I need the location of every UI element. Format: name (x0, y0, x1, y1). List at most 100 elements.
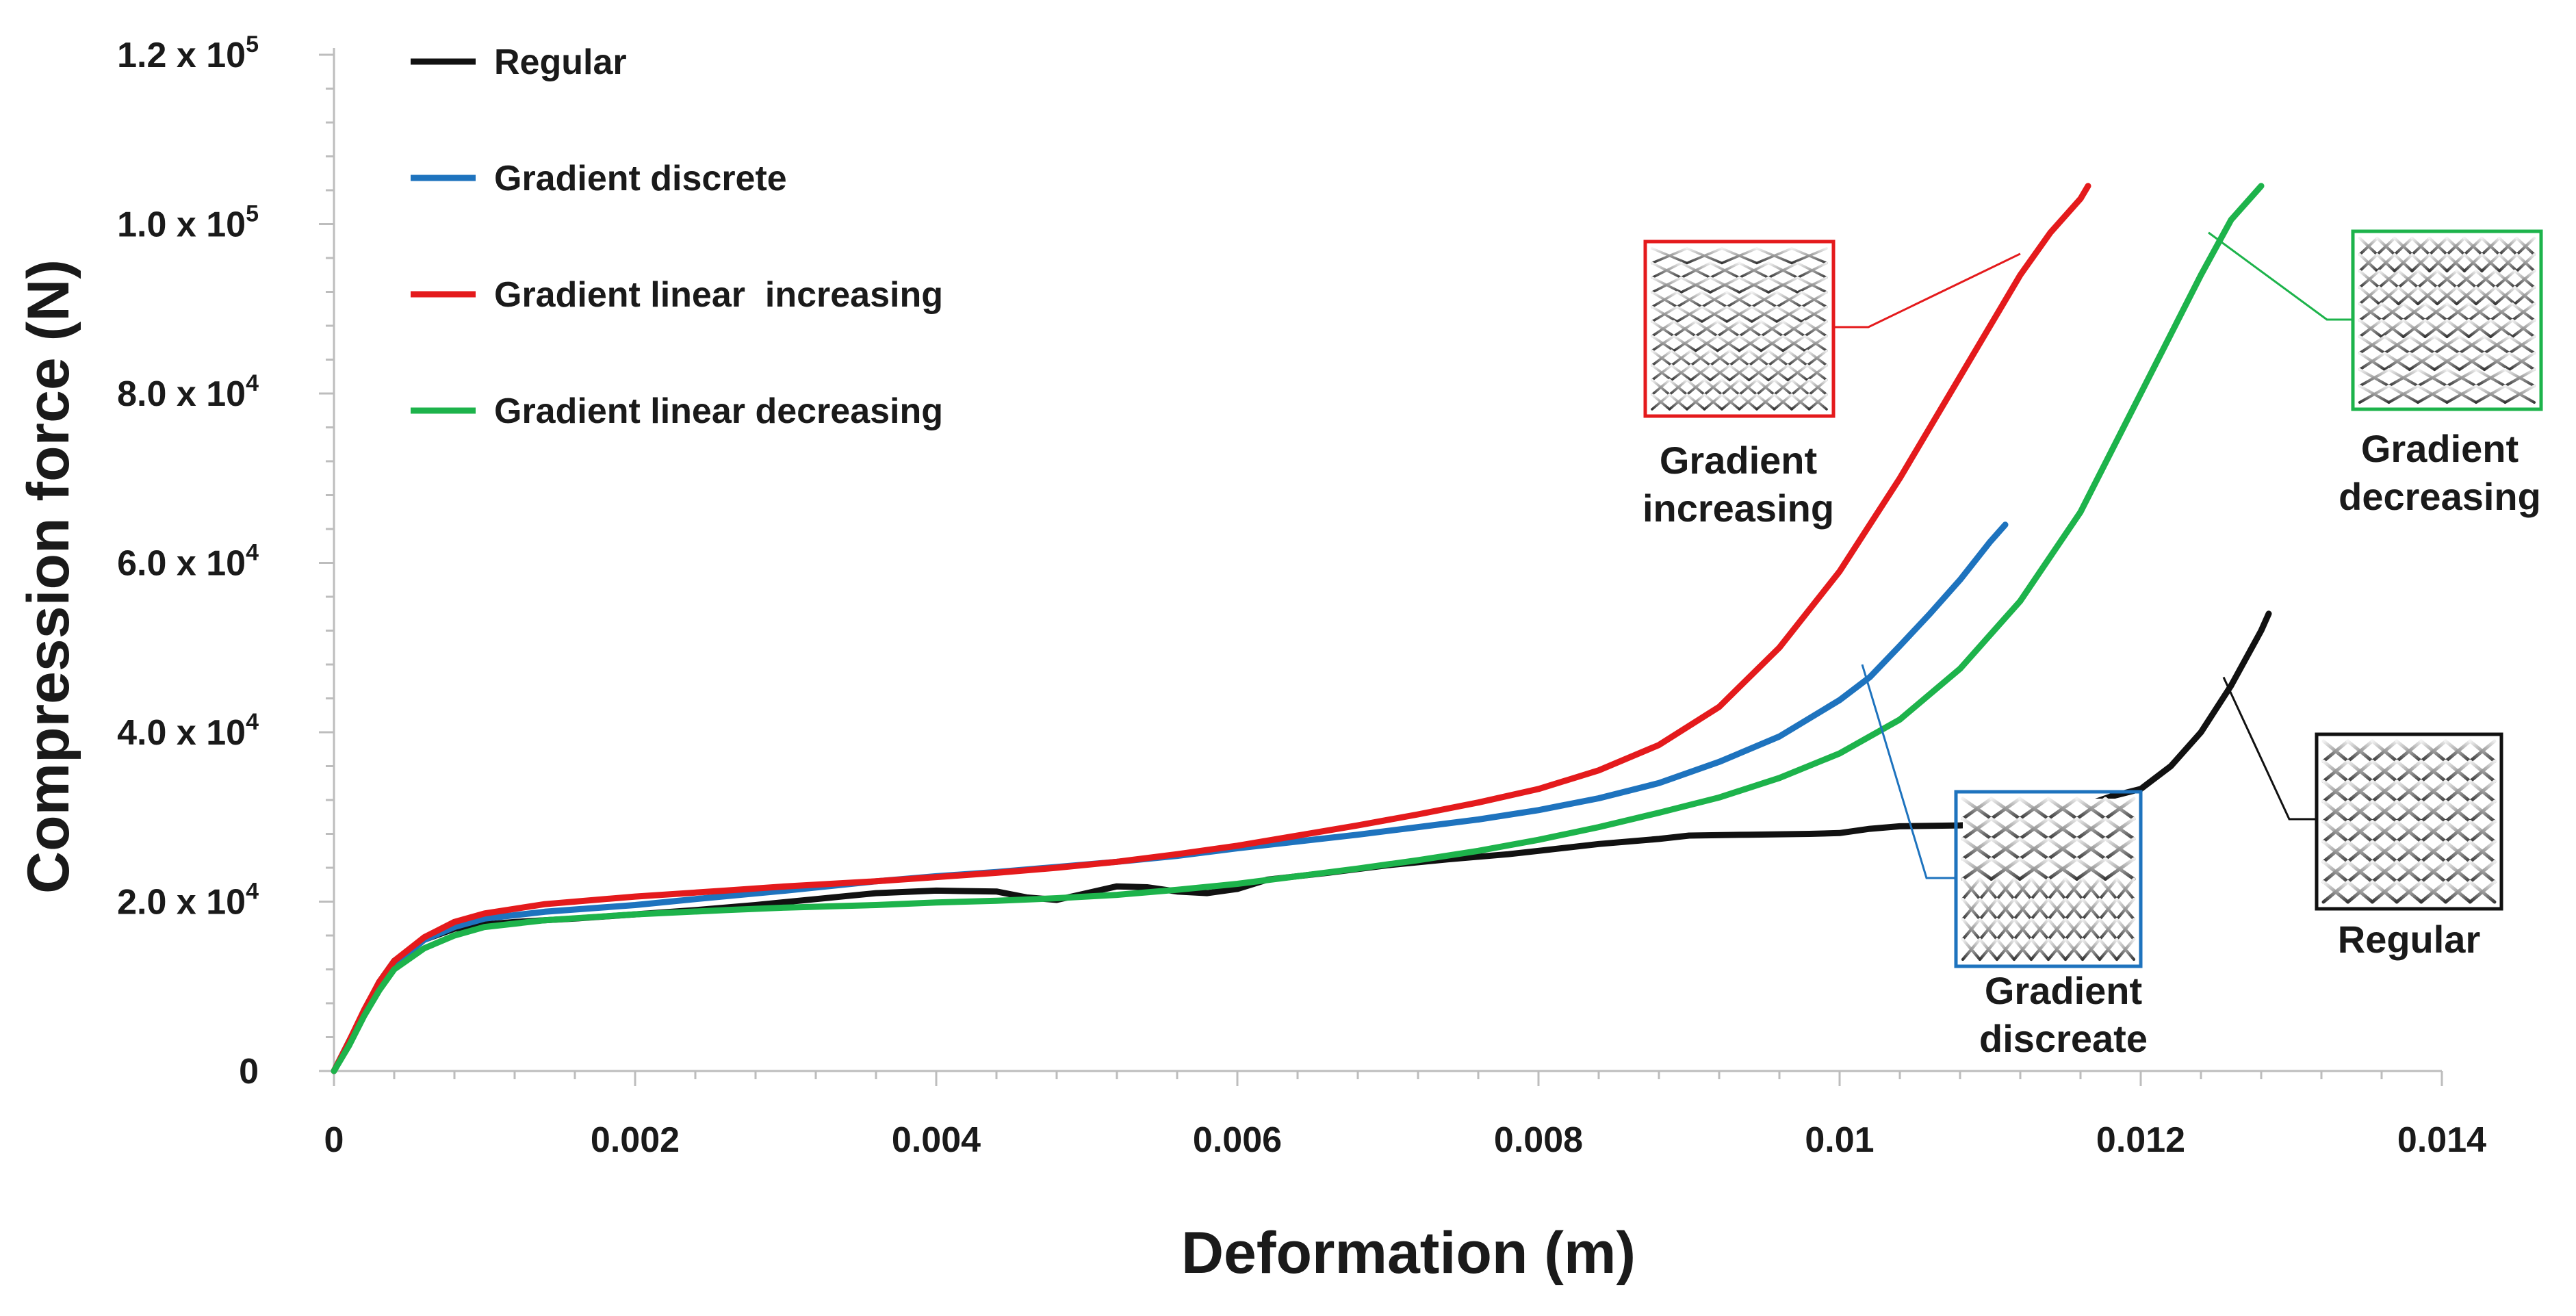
lattice-strut (2346, 840, 2374, 864)
lattice-strut (2098, 897, 2119, 921)
lattice-strut (2445, 302, 2471, 322)
x-tick-label: 0.012 (2096, 1120, 2185, 1160)
lattice-strut (1803, 335, 1828, 352)
lattice-strut (2497, 236, 2519, 257)
lattice-strut (2358, 285, 2381, 306)
lattice-strut (2081, 877, 2102, 901)
annotation-label: Gradient (1985, 969, 2142, 1012)
lattice-strut (2489, 302, 2514, 322)
lattice-strut (2474, 367, 2507, 388)
lattice-strut (2370, 779, 2399, 803)
lattice-strut (2075, 816, 2107, 841)
lattice-strut (2378, 285, 2400, 306)
lattice-strut (2358, 384, 2391, 404)
x-tick-label: 0.002 (591, 1120, 680, 1160)
lattice-strut (1961, 938, 1982, 962)
lattice-strut (1651, 261, 1683, 279)
lattice-strut (1673, 335, 1697, 352)
lattice-strut (2410, 253, 2432, 273)
lattice-strut (2046, 837, 2079, 861)
lattice-strut (1978, 918, 1999, 941)
lattice-strut (1694, 335, 1719, 352)
lattice-strut (1670, 364, 1692, 382)
lattice-strut (2445, 318, 2471, 339)
lattice-strut (2046, 918, 2068, 941)
lattice-strut (2321, 759, 2350, 784)
lattice-strut (1961, 857, 1994, 881)
lattice-strut (2358, 335, 2386, 355)
lattice-strut (2408, 335, 2436, 355)
lattice-strut (2378, 269, 2400, 289)
lattice-strut (1651, 247, 1688, 265)
lattice-strut (1800, 305, 1828, 323)
lattice-strut (1961, 837, 1994, 861)
lattice-strut (1651, 393, 1671, 411)
lattice-strut (2046, 797, 2079, 821)
lattice-strut (2410, 236, 2432, 257)
lattice-strut (1790, 378, 1811, 396)
lattice-strut (1721, 247, 1758, 265)
lattice-strut (2029, 897, 2050, 921)
lattice-strut (2358, 302, 2383, 322)
lattice-strut (1989, 837, 2022, 861)
lattice-strut (1760, 320, 1785, 337)
lattice-strut (2395, 779, 2423, 803)
lattice-strut (2508, 351, 2536, 372)
lattice-strut (1750, 291, 1778, 309)
y-axis-title: Compression force (N) (16, 259, 81, 894)
lattice-strut (2046, 857, 2079, 881)
lattice-strut (1679, 261, 1712, 279)
y-tick-mantissa: 4.0 x 10 (117, 713, 246, 753)
gradient-discrete-annotation: Gradient discreate (1861, 664, 2148, 1060)
lattice-strut (1755, 378, 1776, 396)
lattice-strut (2098, 877, 2119, 901)
lattice-strut (2513, 285, 2536, 306)
lattice-strut (2012, 877, 2033, 901)
lattice-strut (2103, 797, 2136, 821)
lattice-strut (2075, 857, 2107, 881)
lattice-strut (1721, 378, 1741, 396)
lattice-strut (1673, 320, 1697, 337)
lattice-strut (2468, 779, 2497, 803)
lattice-strut (2423, 318, 2449, 339)
lattice-strut (2383, 351, 2411, 372)
lattice-strut (2380, 318, 2405, 339)
lattice-strut (1651, 320, 1675, 337)
lattice-strut (2046, 816, 2079, 841)
gradient-decreasing-annotation: Gradient decreasing (2208, 229, 2543, 518)
y-tick-mantissa: 0 (239, 1052, 259, 1092)
lattice-strut (2395, 860, 2423, 884)
lattice-strut (1961, 918, 1982, 941)
annotation-frame (2351, 229, 2543, 411)
lattice-strut (2346, 799, 2374, 823)
lattice-strut (2358, 367, 2391, 388)
lattice-strut (2358, 253, 2379, 273)
x-axis-title: Deformation (m) (1181, 1220, 1636, 1286)
lattice-strut (1767, 364, 1790, 382)
lattice-strut (1978, 897, 1999, 921)
lattice-background (2323, 741, 2495, 902)
lattice-strut (1775, 305, 1803, 323)
lattice-strut (1709, 349, 1731, 367)
lattice-strut (1725, 305, 1753, 323)
lattice-strut (2346, 759, 2374, 784)
lattice-strut (2445, 253, 2466, 273)
y-tick-label: 1.2 x 105 (117, 31, 259, 75)
lattice-strut (2511, 318, 2536, 339)
lattice-image (1651, 247, 1828, 411)
lattice-strut (2346, 820, 2374, 844)
lattice-strut (2046, 877, 2068, 901)
lattice-strut (2494, 269, 2516, 289)
x-tick-label: 0.01 (1805, 1120, 1874, 1160)
annotation-label: Gradient (1660, 439, 1817, 482)
lattice-strut (1703, 378, 1723, 396)
lattice-strut (2455, 285, 2478, 306)
lattice-image (2358, 236, 2536, 404)
lattice-strut (1790, 393, 1811, 411)
lattice-strut (1786, 364, 1809, 382)
y-tick-exponent: 5 (246, 31, 259, 57)
lattice-strut (1989, 797, 2022, 821)
lattice-strut (2029, 918, 2050, 941)
series-line-gradient-linear-decreasing (331, 183, 2265, 1074)
lattice-strut (1679, 276, 1712, 294)
